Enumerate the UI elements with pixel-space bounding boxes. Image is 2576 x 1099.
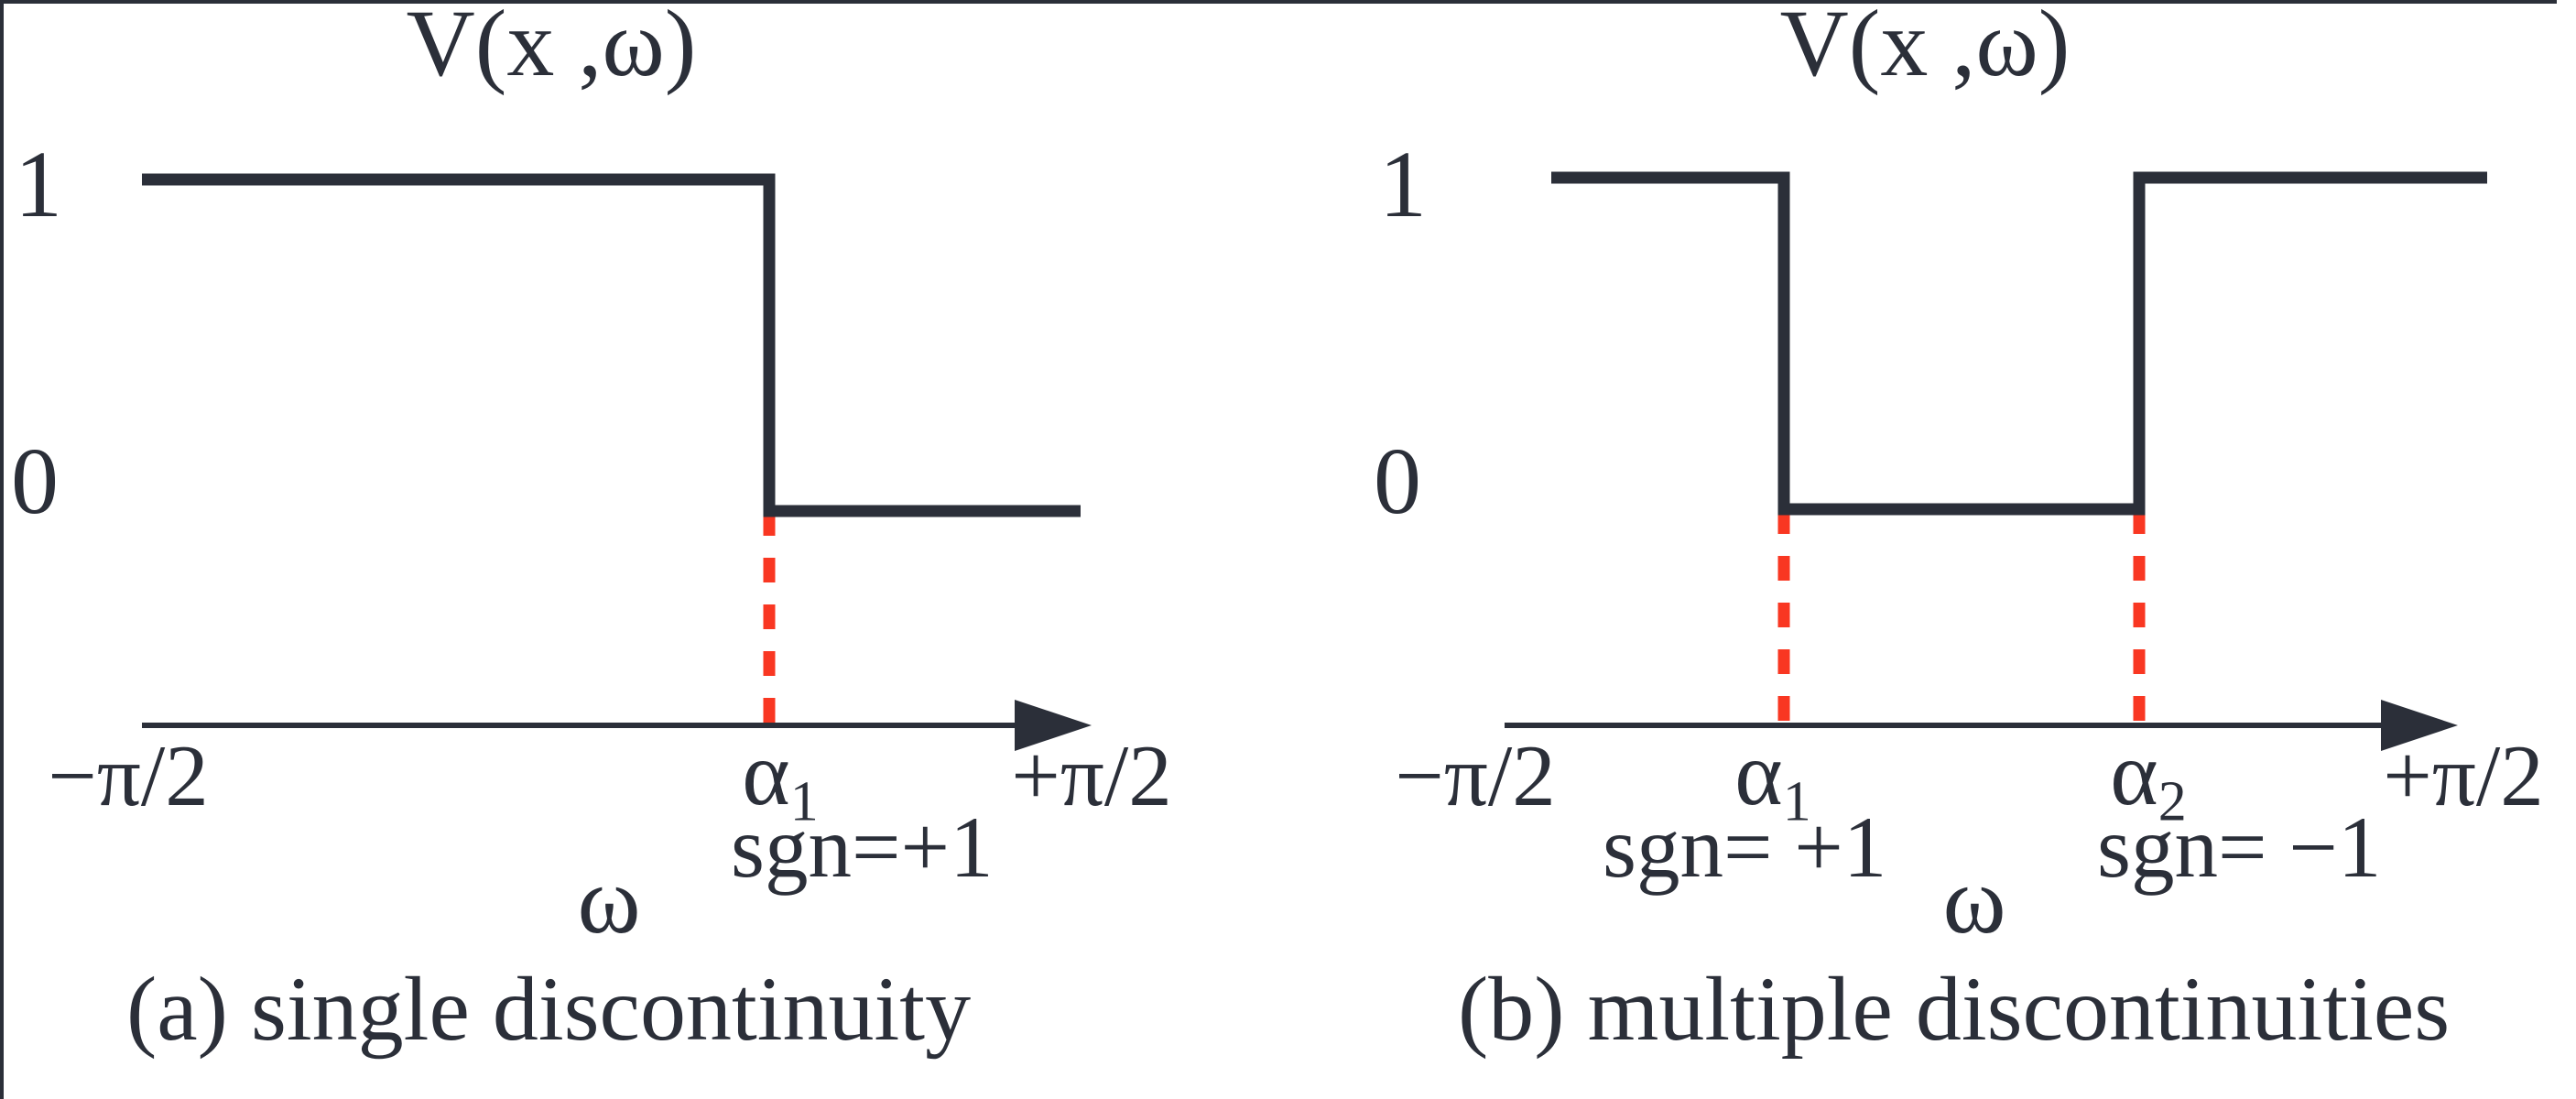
panel-a-ytick-one: 1	[15, 132, 62, 237]
panel-b-omega-axis-symbol: ω	[1942, 846, 2006, 953]
panel-b-title: V(x ,ω)	[1779, 0, 2071, 96]
panel-b-alpha2-label: α2	[2110, 728, 2187, 833]
step-function-a	[142, 173, 1081, 517]
panel-b-alpha1-label: α1	[1734, 728, 1811, 833]
panel-b-sgn-label-2: sgn= −1	[2097, 799, 2382, 896]
panel-b-xmax-label: +π/2	[2383, 727, 2544, 824]
panel-a-sgn-label-1: sgn=+1	[731, 799, 994, 896]
panel-b-sgn-label-1: sgn= +1	[1603, 799, 1887, 896]
alpha-symbol: α	[742, 723, 790, 824]
step-function-b	[1551, 171, 2487, 516]
panel-b-xmin-label: −π/2	[1395, 727, 1556, 824]
panel-a-caption: (a) single discontinuity	[126, 958, 972, 1060]
alpha-subscript: 1	[789, 770, 819, 833]
alpha-symbol: α	[2110, 723, 2158, 824]
alpha-subscript: 1	[1782, 770, 1811, 833]
panel-a-ytick-zero: 0	[11, 429, 59, 534]
panel-a-title: V(x ,ω)	[406, 0, 697, 96]
panel-a-xmax-label: +π/2	[1011, 727, 1172, 824]
panel-b-strokes	[1505, 171, 2487, 751]
panel-a-strokes	[142, 173, 1092, 751]
panel-b-ytick-zero: 0	[1374, 429, 1421, 534]
alpha-subscript: 2	[2158, 770, 2187, 833]
x-axis-arrow-icon-b	[2381, 700, 2458, 751]
panel-a-omega-axis-symbol: ω	[577, 846, 641, 953]
alpha-symbol: α	[1734, 723, 1783, 824]
panel-b-ytick-one: 1	[1379, 132, 1427, 237]
panel-a-xmin-label: −π/2	[48, 727, 209, 824]
x-axis-arrow-icon-a	[1015, 700, 1092, 751]
panel-b-caption: (b) multiple discontinuities	[1458, 958, 2451, 1060]
panel-a-alpha1-label: α1	[742, 728, 819, 833]
